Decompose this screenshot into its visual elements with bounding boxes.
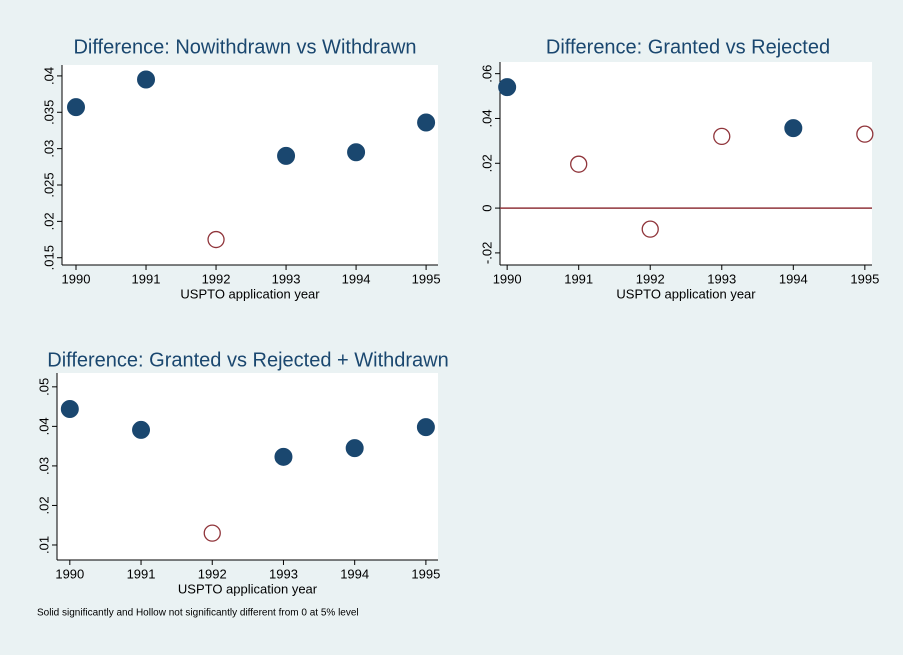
y-tick-label: .01: [36, 536, 51, 554]
point: [417, 113, 436, 132]
point: [207, 230, 225, 249]
y-tick-label: .03: [41, 140, 56, 158]
x-tick-label: 1992: [636, 271, 665, 286]
y-tick-label: 0: [479, 204, 494, 211]
plot-area: [57, 373, 438, 560]
x-tick-label: 1994: [779, 271, 808, 286]
point: [416, 418, 435, 437]
y-tick-label: .025: [41, 172, 56, 197]
x-axis-title: USPTO application year: [616, 286, 756, 301]
x-tick-label: 1990: [62, 271, 91, 286]
point: [132, 420, 151, 439]
x-tick-label: 1991: [127, 566, 156, 581]
x-tick-label: 1994: [342, 271, 371, 286]
point: [345, 439, 364, 458]
x-tick-label: 1992: [202, 271, 231, 286]
point: [274, 447, 293, 466]
chart-title: Difference: Nowithdrawn vs Withdrawn: [73, 36, 416, 58]
x-axis-title: USPTO application year: [178, 581, 318, 596]
chart-title: Difference: Granted vs Rejected: [546, 36, 830, 58]
y-tick-label: .015: [41, 245, 56, 270]
point: [67, 98, 86, 117]
y-tick-label: .04: [36, 417, 51, 435]
y-tick-label: -.02: [479, 242, 494, 264]
point: [713, 127, 731, 146]
x-tick-label: 1990: [493, 271, 522, 286]
x-tick-label: 1991: [564, 271, 593, 286]
plot-area: [500, 62, 872, 265]
x-tick-label: 1995: [412, 271, 441, 286]
x-tick-label: 1993: [269, 566, 298, 581]
point: [498, 78, 517, 97]
point: [277, 146, 296, 165]
x-axis-title: USPTO application year: [180, 286, 320, 301]
y-tick-label: .02: [479, 154, 494, 172]
y-tick-label: .05: [36, 378, 51, 396]
point: [137, 70, 156, 89]
point: [784, 119, 803, 138]
y-tick-label: .04: [479, 109, 494, 127]
y-tick-label: .04: [41, 67, 56, 85]
x-tick-label: 1992: [198, 566, 227, 581]
point: [347, 143, 366, 162]
point: [570, 155, 588, 173]
x-tick-label: 1993: [707, 271, 736, 286]
x-tick-label: 1991: [132, 271, 161, 286]
point: [203, 524, 221, 542]
plot-area: [62, 65, 438, 265]
y-tick-label: .06: [479, 65, 494, 83]
y-tick-label: .03: [36, 457, 51, 475]
x-tick-label: 1993: [272, 271, 301, 286]
x-tick-label: 1995: [411, 566, 440, 581]
chart-title: Difference: Granted vs Rejected + Withdr…: [47, 349, 448, 371]
point: [856, 125, 874, 143]
y-tick-label: .02: [41, 212, 56, 230]
y-tick-label: .02: [36, 496, 51, 514]
x-tick-label: 1995: [850, 271, 879, 286]
x-tick-label: 1990: [55, 566, 84, 581]
point: [60, 399, 79, 418]
point: [641, 220, 659, 238]
y-tick-label: .035: [41, 100, 56, 125]
x-tick-label: 1994: [340, 566, 369, 581]
note: Solid significantly and Hollow not signi…: [37, 608, 359, 619]
